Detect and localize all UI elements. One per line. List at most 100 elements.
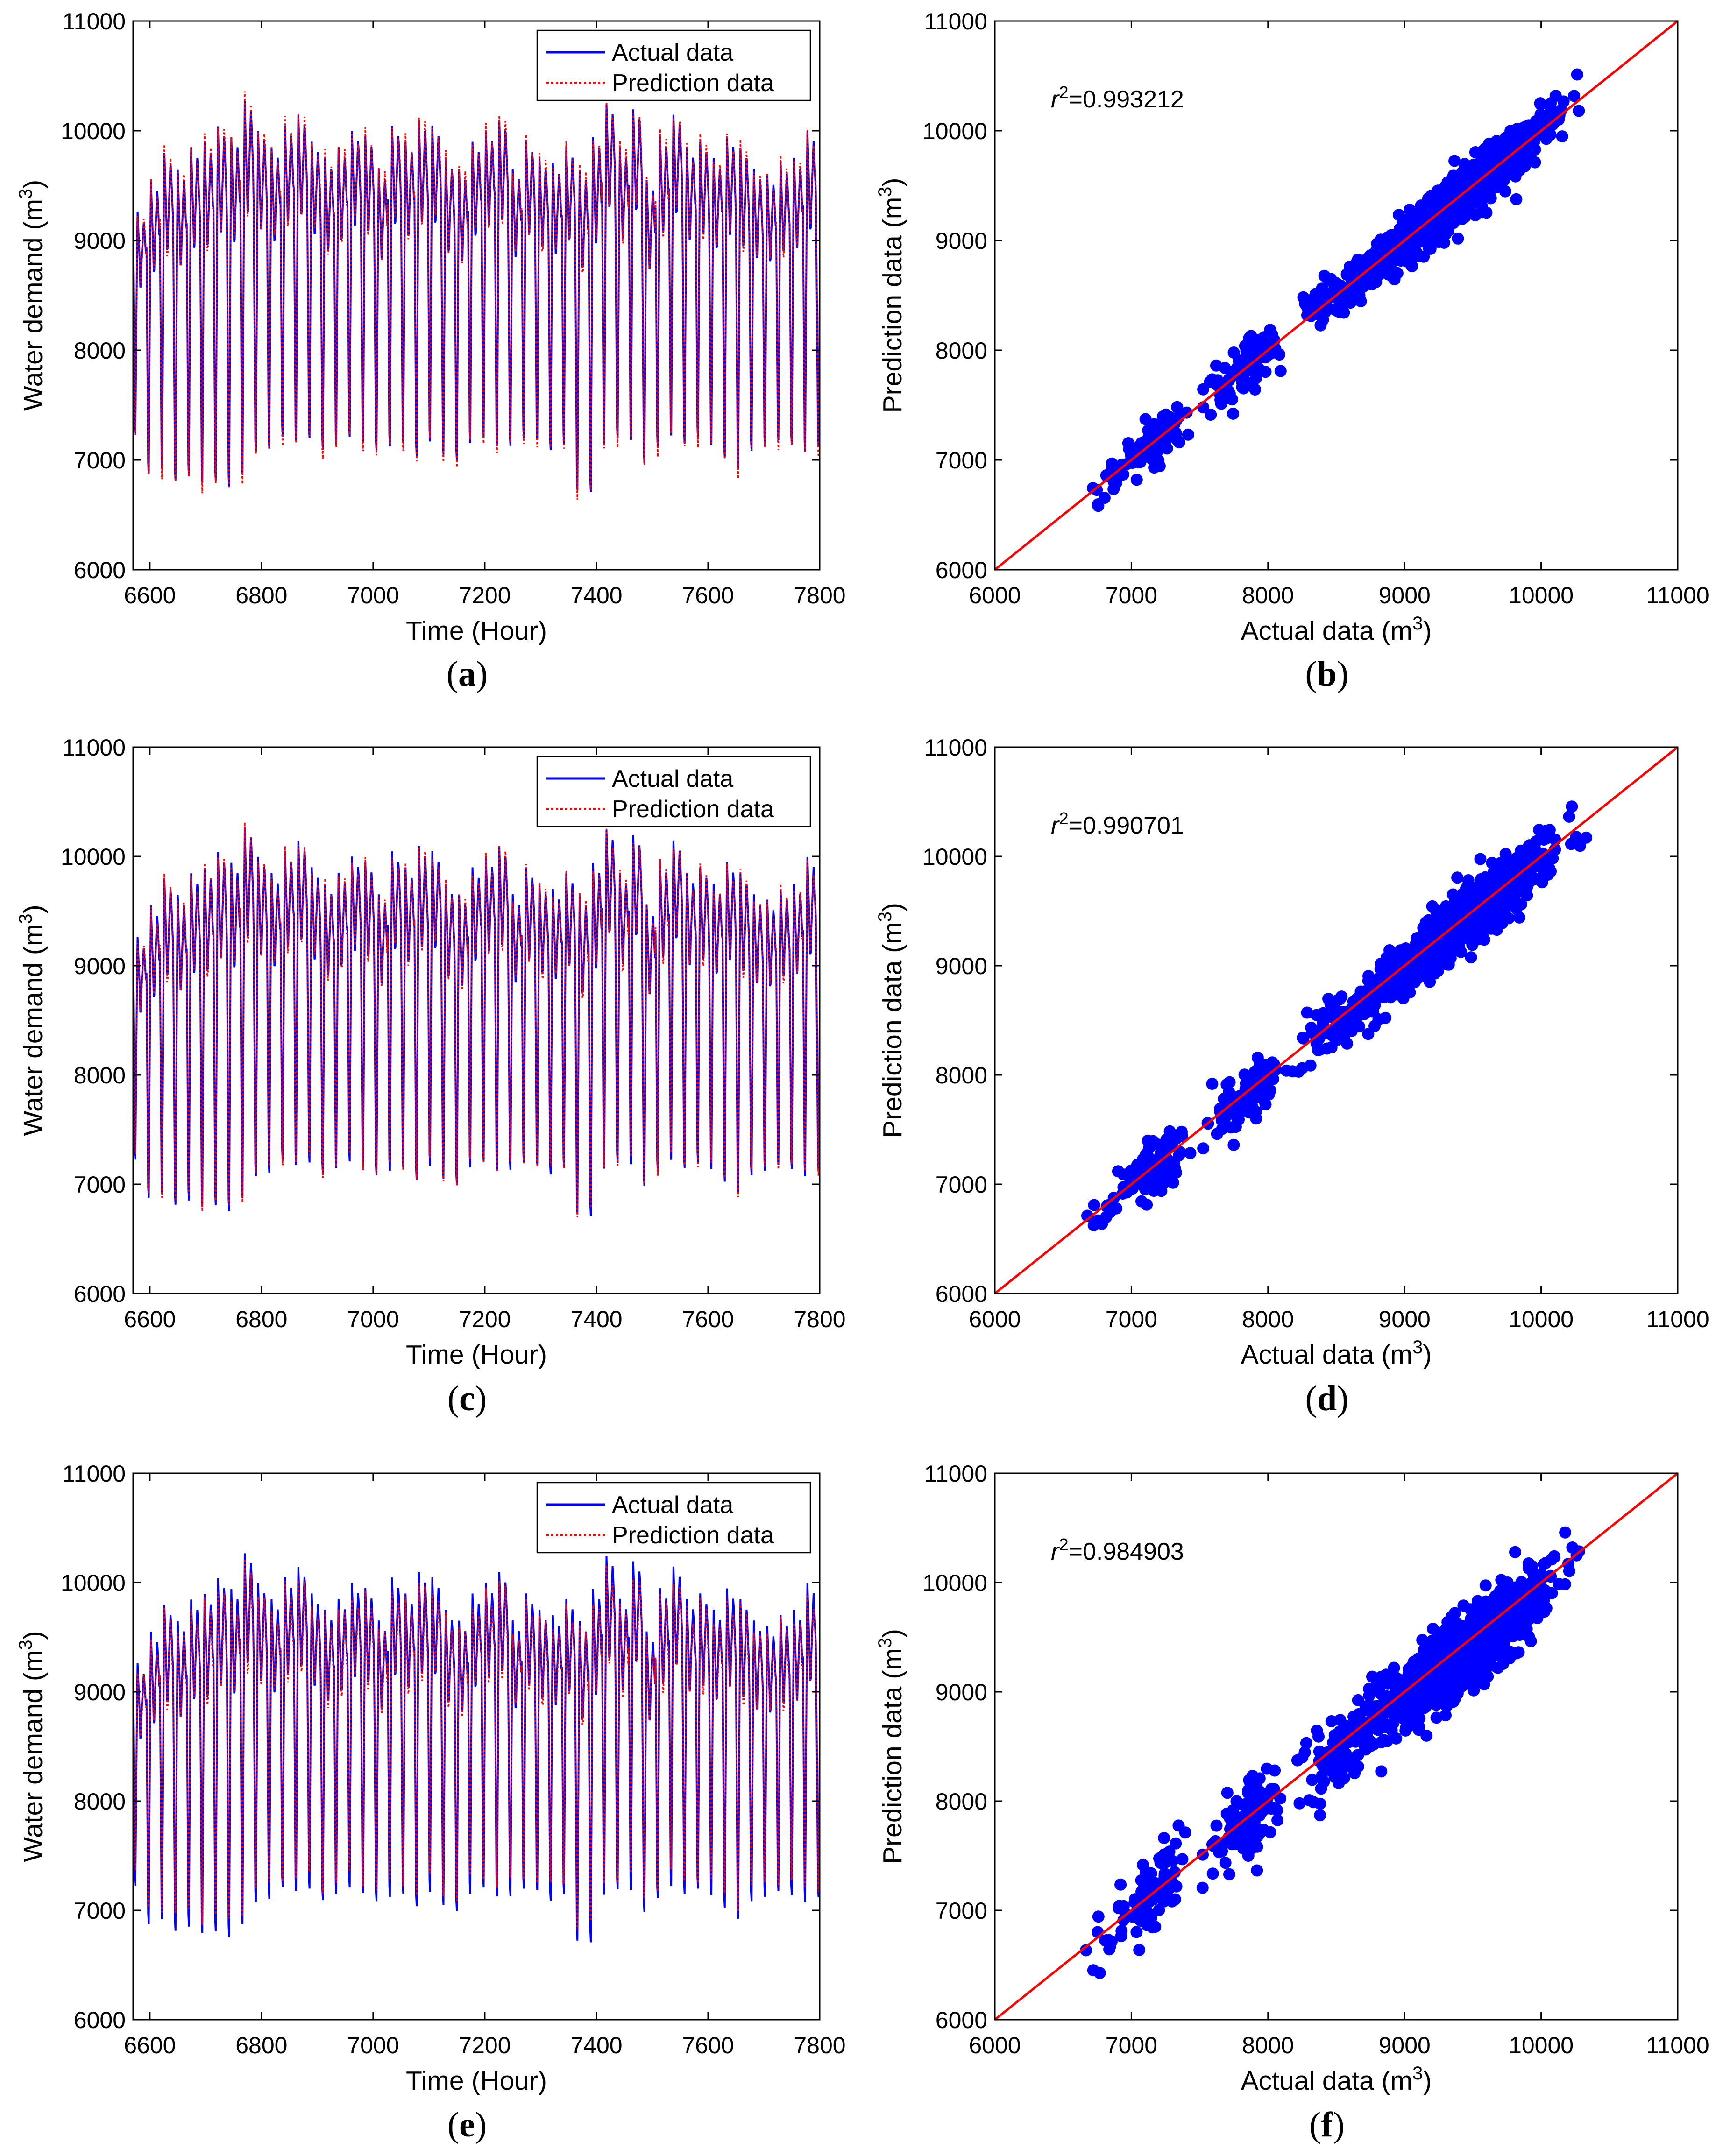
x-tick-label: 7000 — [1106, 582, 1157, 608]
y-tick-label: 11000 — [924, 1461, 987, 1487]
scatter-point — [1206, 1867, 1219, 1880]
scatter-point — [1312, 1044, 1325, 1056]
scatter-point — [1390, 1732, 1403, 1745]
scatter-point — [1205, 409, 1217, 421]
y-tick-label: 9000 — [74, 1679, 126, 1705]
scatter-point — [1268, 1783, 1280, 1795]
scatter-point — [1457, 1599, 1470, 1612]
scatter-point — [1457, 175, 1470, 187]
scatter-point — [1122, 437, 1134, 449]
scatter-point — [1538, 1558, 1550, 1570]
scatter-point — [1413, 1721, 1425, 1733]
plot-frame — [994, 20, 1679, 571]
scatter-point — [1372, 1013, 1385, 1025]
scatter-point — [1469, 146, 1482, 158]
panel-caption-f: (f) — [1309, 2105, 1345, 2144]
scatter-point — [1108, 476, 1120, 489]
scatter-point — [1297, 291, 1310, 304]
scatter-point — [1478, 1678, 1490, 1690]
y-tick-label: 9000 — [936, 953, 987, 979]
x-tick-label: 7800 — [794, 1306, 845, 1332]
scatter-point — [1391, 1672, 1404, 1685]
scatter-point — [1406, 962, 1419, 975]
scatter-point — [1227, 1804, 1239, 1817]
x-tick-label: 6800 — [235, 582, 287, 608]
identity-line — [994, 1472, 1679, 2021]
scatter-point — [1386, 271, 1399, 283]
scatter-point — [1227, 346, 1240, 359]
y-axis-label: Prediction data (m3) — [875, 903, 908, 1138]
legend-actual-label: Actual data — [612, 1492, 733, 1519]
scatter-point — [1204, 375, 1216, 388]
scatter-point — [1116, 459, 1128, 471]
scatter-point — [1440, 1626, 1453, 1638]
scatter-point — [1484, 908, 1497, 921]
scatter-point — [1144, 1880, 1156, 1893]
scatter-point — [1251, 1840, 1263, 1853]
legend: Actual data Prediction data — [536, 1482, 811, 1554]
x-tick-label: 9000 — [1379, 1306, 1431, 1332]
scatter-point — [1385, 985, 1398, 998]
scatter-point — [1473, 194, 1486, 206]
legend-prediction-label: Prediction data — [612, 796, 774, 823]
x-tick-label: 7000 — [347, 582, 399, 608]
panel-caption-d: (d) — [1305, 1379, 1349, 1418]
scatter-point — [1402, 985, 1415, 998]
scatter-point — [1451, 920, 1463, 933]
scatter-point — [1341, 1753, 1354, 1765]
scatter-point — [1332, 305, 1344, 318]
x-tick-label: 7000 — [1106, 1306, 1157, 1332]
scatter-point — [1495, 1574, 1508, 1586]
scatter-point — [1135, 1874, 1148, 1887]
plot-area — [133, 91, 820, 500]
scatter-point — [1143, 1894, 1156, 1906]
scatter-point — [1301, 300, 1313, 313]
scatter-point — [1516, 123, 1529, 136]
scatter-point — [1422, 914, 1435, 926]
series-prediction-line — [133, 1559, 820, 1930]
y-tick-label: 11000 — [924, 735, 987, 761]
y-tick-label: 6000 — [74, 2007, 126, 2033]
scatter-point — [1106, 457, 1118, 470]
scatter-point — [1173, 436, 1185, 449]
x-tick-label: 8000 — [1242, 582, 1294, 608]
scatter-point — [1457, 930, 1469, 942]
scatter-point — [1509, 1546, 1521, 1558]
y-tick-label: 7000 — [74, 1898, 126, 1924]
scatter-point — [1491, 1661, 1504, 1674]
scatter-point — [1510, 1581, 1522, 1594]
scatter-point — [1153, 460, 1166, 472]
scatter-point — [1328, 1759, 1341, 1771]
plot-area — [133, 1553, 820, 1943]
x-tick-label: 7400 — [570, 582, 622, 608]
scatter-point — [1523, 1562, 1535, 1575]
scatter-point — [1431, 1692, 1443, 1704]
scatter-point — [1182, 428, 1194, 441]
scatter-point — [1252, 339, 1265, 352]
scatter-point — [1559, 1526, 1572, 1539]
scatter-point — [1563, 810, 1575, 823]
scatter-point — [1406, 215, 1419, 227]
scatter-point — [1573, 105, 1585, 117]
scatter-point — [1312, 1730, 1325, 1743]
scatter-point — [1206, 1078, 1219, 1090]
scatter-point — [1130, 1926, 1143, 1938]
x-tick-label: 11000 — [1646, 582, 1709, 608]
x-tick-label: 7200 — [459, 582, 511, 608]
x-tick-label: 6600 — [124, 1306, 176, 1332]
scatter-point — [1080, 1944, 1092, 1957]
x-tick-label: 10000 — [1509, 2032, 1574, 2058]
y-tick-label: 6000 — [74, 1281, 126, 1307]
scatter-point — [1301, 1006, 1313, 1019]
scatter-point — [1380, 1668, 1392, 1681]
scatter-point — [1503, 1646, 1516, 1658]
scatter-point — [1399, 1724, 1412, 1737]
x-axis-label: Actual data (m3) — [1241, 1337, 1432, 1370]
r-squared-annotation: r2=0.990701 — [1051, 809, 1184, 840]
scatter-point — [1472, 1595, 1484, 1607]
y-tick-label: 6000 — [74, 557, 126, 583]
scatter-point — [1445, 1658, 1457, 1671]
scatter-point — [1333, 289, 1346, 302]
y-tick-label: 9000 — [74, 953, 126, 979]
scatter-point — [1429, 199, 1441, 212]
